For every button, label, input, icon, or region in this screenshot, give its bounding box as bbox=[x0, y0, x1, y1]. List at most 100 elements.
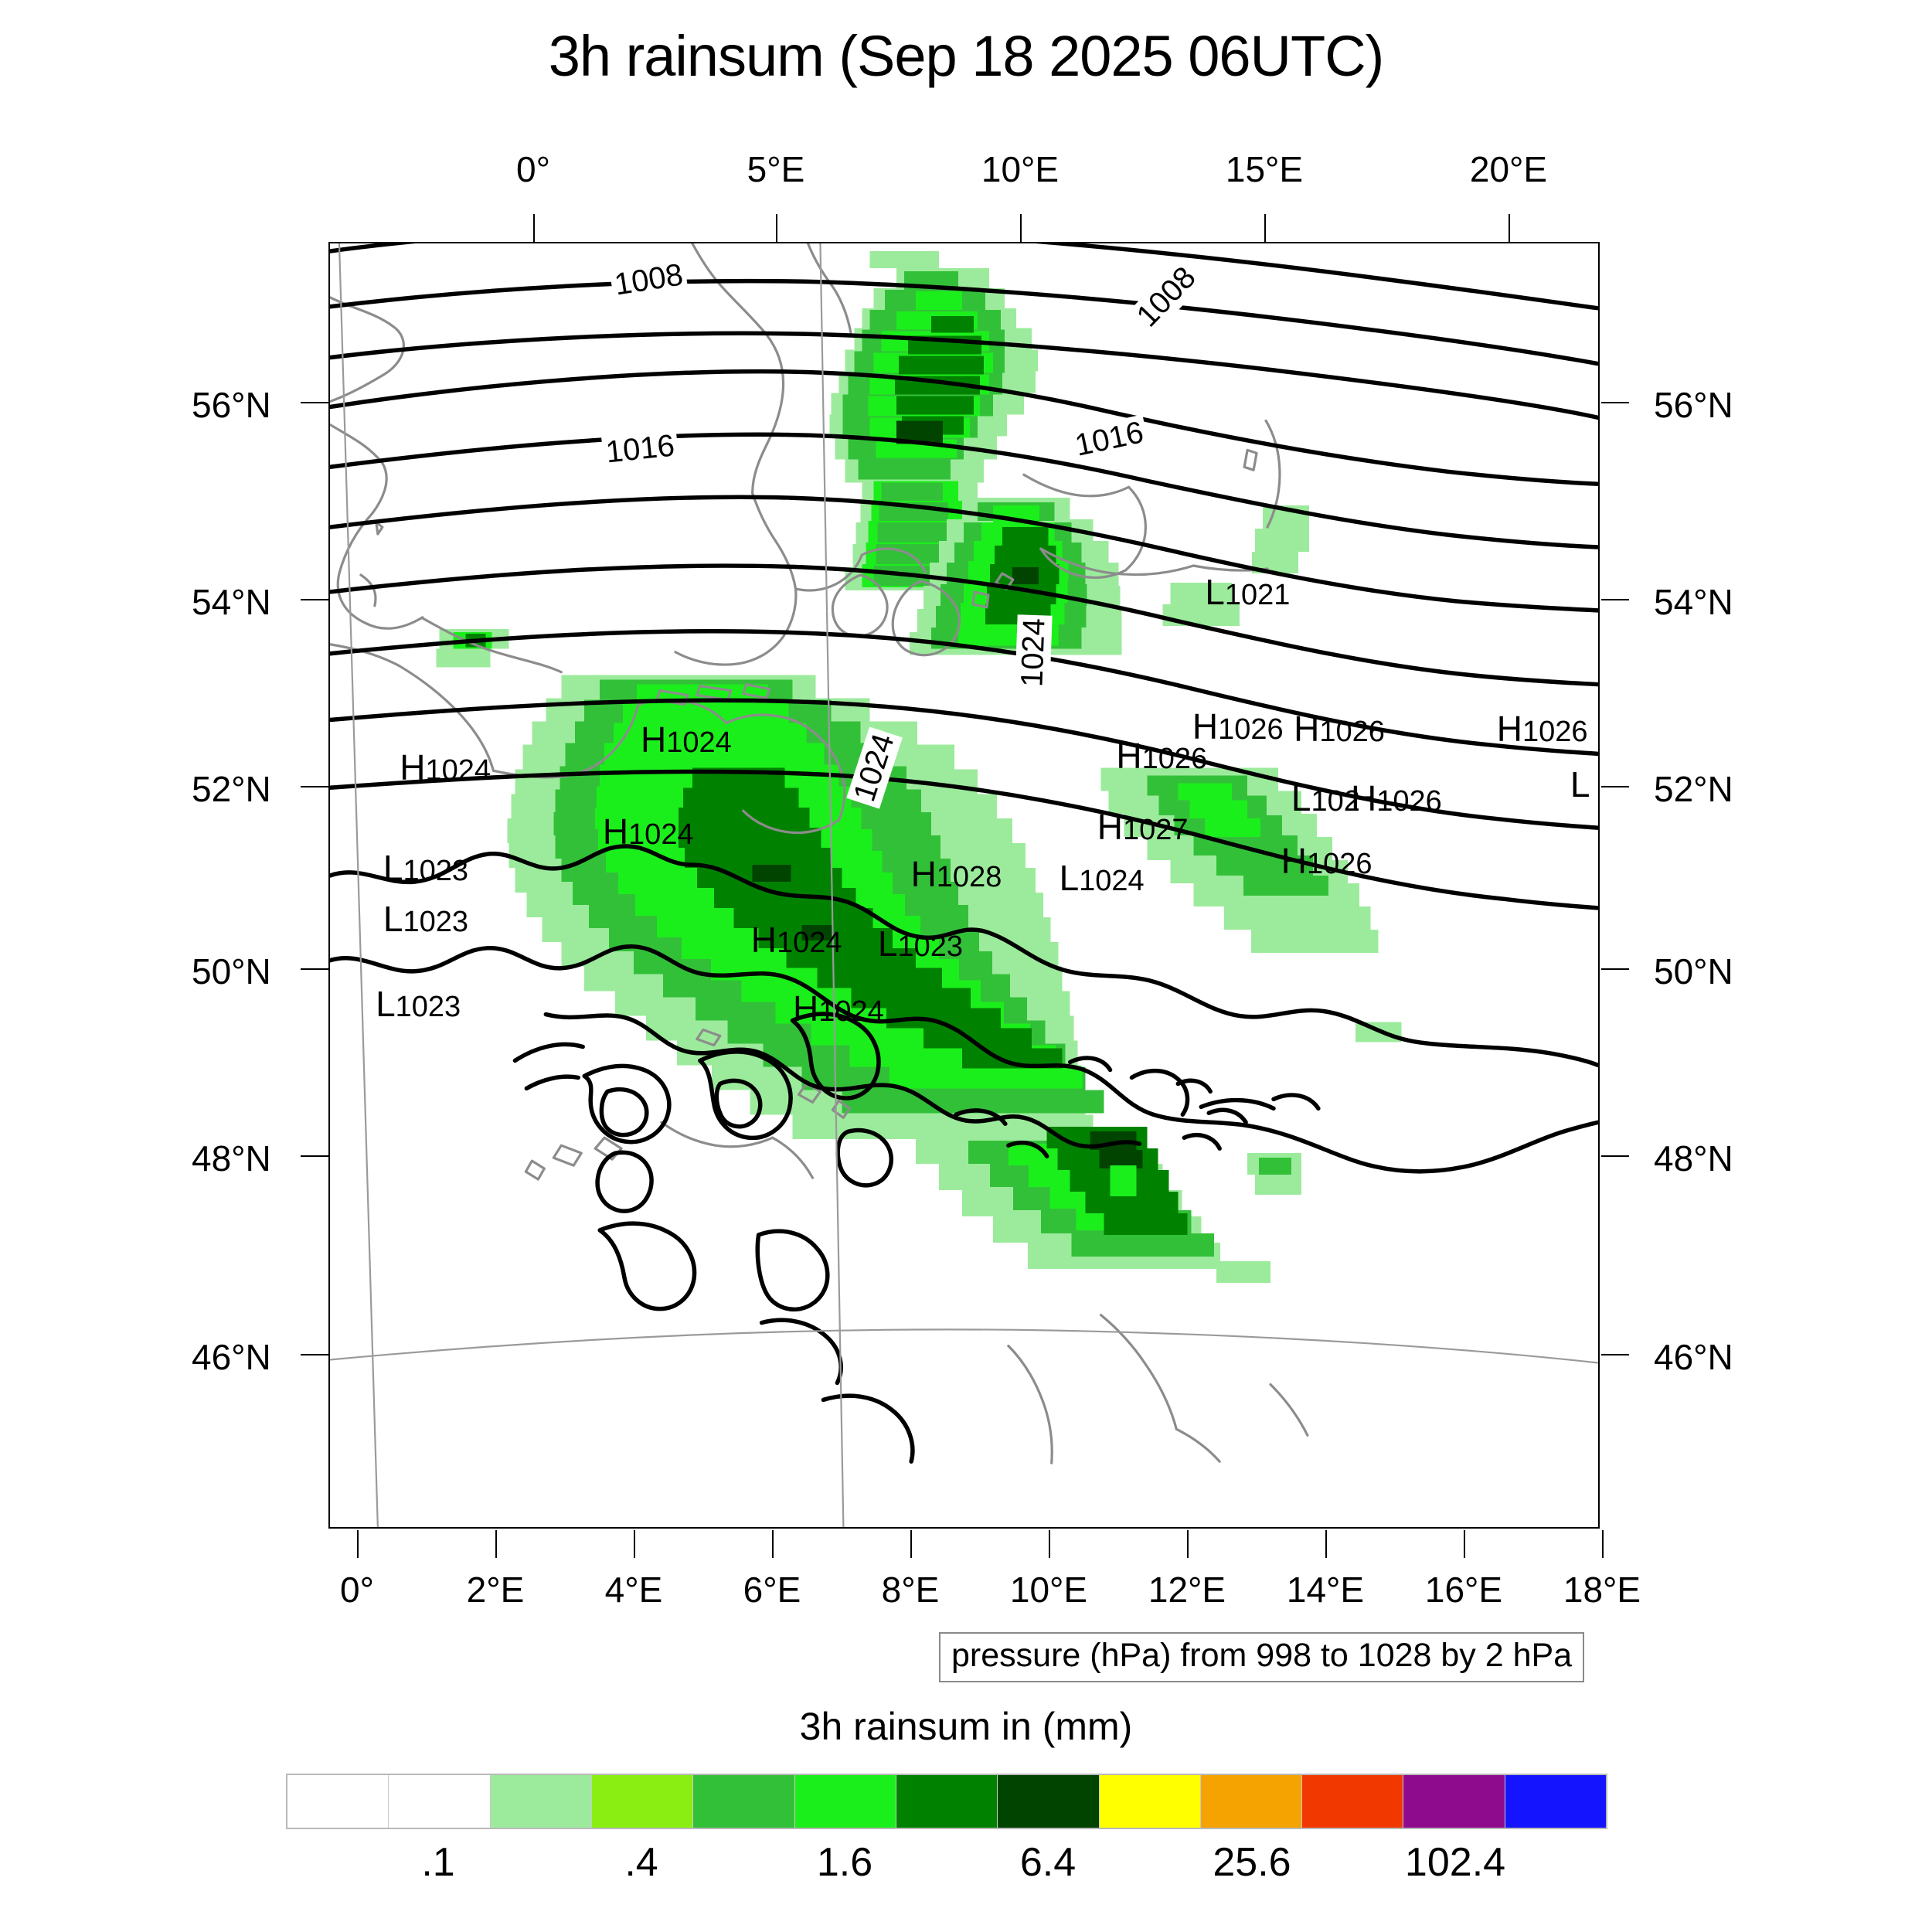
tick-bottom bbox=[1602, 1530, 1604, 1558]
pressure-marker-type: L bbox=[1059, 857, 1080, 898]
axis-label-bottom-8E: 8°E bbox=[881, 1570, 940, 1610]
pressure-marker-value: 1026 bbox=[1306, 848, 1372, 881]
pressure-marker-value: 1026 bbox=[1141, 743, 1208, 776]
axis-label-bottom-2E: 2°E bbox=[466, 1570, 525, 1610]
pressure-marker-type: L bbox=[1570, 764, 1590, 804]
tick-top bbox=[1509, 214, 1510, 242]
pressure-marker-value: 1024 bbox=[777, 926, 842, 959]
pressure-marker-value: 1024 bbox=[818, 995, 884, 1029]
pressure-marker-value: 1026 bbox=[1319, 716, 1385, 749]
colorbar-cell-8 bbox=[1099, 1775, 1201, 1828]
contour-label-1024-north: 1024 bbox=[1014, 614, 1053, 691]
axis-label-left-52N: 52°N bbox=[192, 769, 271, 809]
pressure-marker-value: 1023 bbox=[395, 990, 461, 1023]
tick-top bbox=[533, 214, 535, 242]
tick-right bbox=[1601, 402, 1629, 403]
axis-label-left-56N: 56°N bbox=[192, 385, 271, 425]
colorbar-tick-3: 6.4 bbox=[1019, 1840, 1077, 1885]
colorbar-tick-2: 1.6 bbox=[816, 1840, 873, 1885]
colorbar-tick-0: .1 bbox=[421, 1840, 455, 1885]
colorbar-cell-12 bbox=[1505, 1775, 1607, 1828]
pressure-marker-type: H bbox=[1496, 709, 1522, 750]
pressure-marker-l-1024: L1024 bbox=[1060, 857, 1145, 899]
axis-label-top-20E: 20°E bbox=[1469, 149, 1548, 189]
tick-right bbox=[1601, 1354, 1629, 1355]
colorbar-cell-1 bbox=[389, 1775, 491, 1828]
pressure-marker-value: 1023 bbox=[403, 854, 469, 887]
axis-label-right-46N: 46°N bbox=[1654, 1337, 1733, 1377]
tick-bottom bbox=[1325, 1530, 1327, 1558]
pressure-contours bbox=[330, 243, 1598, 1464]
pressure-marker-type: H bbox=[1116, 736, 1142, 777]
pressure-marker-type: H bbox=[1097, 806, 1124, 847]
pressure-marker-h-1026-e: H1026 bbox=[1281, 840, 1372, 882]
axis-label-right-52N: 52°N bbox=[1654, 769, 1733, 809]
axis-label-right-54N: 54°N bbox=[1654, 582, 1733, 622]
pressure-marker-type: L bbox=[383, 899, 403, 940]
colorbar-tick-5: 102.4 bbox=[1404, 1840, 1506, 1885]
pressure-marker-type: L bbox=[877, 923, 898, 964]
tick-left bbox=[301, 1155, 328, 1157]
axis-label-left-50N: 50°N bbox=[192, 951, 271, 992]
pressure-marker-type: L bbox=[1205, 571, 1225, 612]
pressure-marker-h-1026-b: H1026 bbox=[1192, 706, 1284, 747]
pressure-marker-value: 1024 bbox=[666, 726, 732, 759]
axis-label-bottom-18E: 18°E bbox=[1563, 1570, 1641, 1610]
pressure-marker-value: 1026 bbox=[1376, 784, 1442, 818]
axis-label-bottom-0: 0° bbox=[340, 1570, 374, 1610]
axis-label-bottom-16E: 16°E bbox=[1424, 1570, 1503, 1610]
map-svg bbox=[330, 243, 1598, 1527]
pressure-marker-l-1023-b: L1023 bbox=[383, 898, 468, 940]
colorbar-cell-0 bbox=[287, 1775, 389, 1828]
colorbar-cell-6 bbox=[896, 1775, 998, 1828]
tick-left bbox=[301, 599, 328, 600]
pressure-marker-value: 1021 bbox=[1224, 578, 1291, 611]
colorbar-cell-11 bbox=[1403, 1775, 1505, 1828]
pressure-marker-l-1021: L1021 bbox=[1205, 571, 1290, 613]
colorbar-cell-9 bbox=[1200, 1775, 1303, 1828]
axis-label-bottom-12E: 12°E bbox=[1148, 1570, 1226, 1610]
axis-label-bottom-4E: 4°E bbox=[604, 1570, 663, 1610]
pressure-marker-value: 1023 bbox=[403, 906, 469, 939]
pressure-marker-h-1028: H1028 bbox=[911, 853, 1002, 895]
pressure-marker-type: H bbox=[750, 919, 777, 960]
pressure-marker-l-1025: L102 bbox=[1291, 777, 1360, 819]
colorbar-cell-3 bbox=[591, 1775, 694, 1828]
pressure-marker-h-1026-a: H1026 bbox=[1116, 735, 1207, 777]
tick-bottom bbox=[357, 1530, 359, 1558]
axis-label-right-56N: 56°N bbox=[1654, 385, 1733, 425]
pressure-marker-value: 1023 bbox=[897, 930, 964, 963]
pressure-marker-l-edge: L bbox=[1570, 764, 1590, 805]
colorbar-tick-1: .4 bbox=[624, 1840, 658, 1885]
colorbar-cell-4 bbox=[693, 1775, 795, 1828]
tick-top bbox=[1020, 214, 1022, 242]
pressure-marker-value: 1024 bbox=[628, 818, 694, 852]
axis-label-top-10E: 10°E bbox=[981, 149, 1060, 189]
colorbar-tick-4: 25.6 bbox=[1213, 1840, 1291, 1885]
axis-label-left-46N: 46°N bbox=[192, 1337, 271, 1377]
colorbar-cell-5 bbox=[794, 1775, 896, 1828]
pressure-marker-l-1023-a: L1023 bbox=[383, 847, 468, 889]
pressure-marker-l-1023-c: L1023 bbox=[376, 983, 461, 1025]
pressure-marker-type: H bbox=[1351, 777, 1377, 818]
tick-left bbox=[301, 786, 328, 787]
map-plot-area: 1008 1008 1016 1016 1024 1024 H1024 L102… bbox=[328, 242, 1600, 1529]
tick-bottom bbox=[772, 1530, 774, 1558]
pressure-marker-type: H bbox=[1281, 841, 1307, 882]
axis-label-top-15E: 15°E bbox=[1225, 149, 1304, 189]
tick-left bbox=[301, 968, 328, 970]
pressure-marker-value: 1028 bbox=[936, 860, 1002, 893]
axis-label-left-48N: 48°N bbox=[192, 1138, 271, 1179]
pressure-marker-value: 1026 bbox=[1218, 713, 1284, 746]
pressure-marker-h-1026-c: H1026 bbox=[1294, 708, 1385, 750]
pressure-marker-type: H bbox=[602, 811, 629, 852]
pressure-marker-h-1026-d: H1026 bbox=[1351, 777, 1442, 819]
axis-label-top-0: 0° bbox=[516, 149, 550, 189]
pressure-marker-type: H bbox=[792, 988, 819, 1029]
axis-label-right-48N: 48°N bbox=[1654, 1138, 1733, 1179]
tick-right bbox=[1601, 968, 1629, 970]
tick-top bbox=[1264, 214, 1266, 242]
colorbar-cell-7 bbox=[998, 1775, 1100, 1828]
tick-bottom bbox=[634, 1530, 635, 1558]
tick-bottom bbox=[1464, 1530, 1465, 1558]
